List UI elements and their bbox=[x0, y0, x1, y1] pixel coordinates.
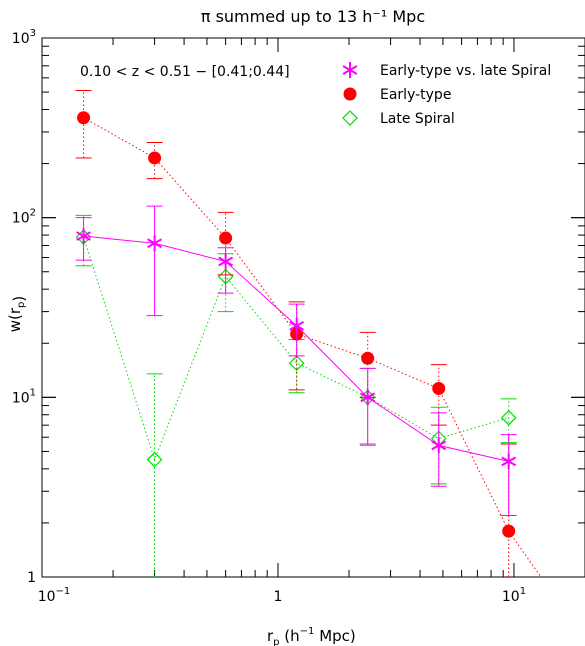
series-line bbox=[83, 117, 542, 578]
chart-title: π summed up to 13 h⁻¹ Mpc bbox=[201, 7, 425, 26]
data-point bbox=[501, 453, 517, 470]
x-axis-label: rp (h−1 Mpc) bbox=[267, 626, 356, 646]
data-point bbox=[76, 228, 91, 245]
legend-marker bbox=[342, 110, 358, 126]
x-tick-label: 1 bbox=[274, 589, 283, 605]
legend-label: Early-type bbox=[380, 87, 451, 103]
y-tick-label: 1 bbox=[27, 570, 36, 586]
series-early-type bbox=[75, 90, 542, 578]
data-point bbox=[289, 317, 305, 334]
data-point bbox=[219, 231, 233, 245]
x-tick-label: 101 bbox=[502, 586, 526, 605]
series-late-spiral bbox=[75, 214, 517, 577]
series-line bbox=[83, 235, 509, 462]
y-tick-label: 103 bbox=[12, 28, 36, 47]
data-point bbox=[147, 235, 163, 252]
data-point bbox=[288, 355, 305, 371]
data-point bbox=[218, 253, 234, 270]
y-axis-label: w(rp) bbox=[6, 296, 28, 333]
data-point bbox=[432, 381, 446, 395]
legend-marker bbox=[343, 87, 357, 101]
y-tick-label: 102 bbox=[12, 208, 36, 227]
data-point bbox=[502, 524, 516, 538]
data-point bbox=[77, 111, 91, 125]
series-line bbox=[83, 236, 509, 462]
legend: Early-type vs. late Spiral Early-type Late… bbox=[342, 62, 551, 127]
plot-frame bbox=[41, 37, 585, 578]
data-point bbox=[500, 409, 517, 426]
data-point bbox=[431, 437, 447, 454]
legend-marker bbox=[342, 62, 358, 78]
x-tick-label: 10−1 bbox=[38, 586, 71, 605]
legend-label: Early-type vs. late Spiral bbox=[380, 63, 551, 79]
data-point bbox=[360, 389, 376, 406]
series-layer bbox=[75, 90, 542, 578]
axis-ticks bbox=[41, 37, 585, 578]
data-point bbox=[146, 451, 163, 468]
y-tick-label: 101 bbox=[12, 387, 36, 406]
data-point bbox=[148, 151, 162, 165]
data-point bbox=[361, 351, 375, 365]
series-early-type-vs-late-spiral bbox=[75, 205, 517, 516]
annotation-redshift-range: 0.10 < z < 0.51 − [0.41;0.44] bbox=[80, 64, 290, 80]
legend-label: Late Spiral bbox=[380, 111, 455, 127]
